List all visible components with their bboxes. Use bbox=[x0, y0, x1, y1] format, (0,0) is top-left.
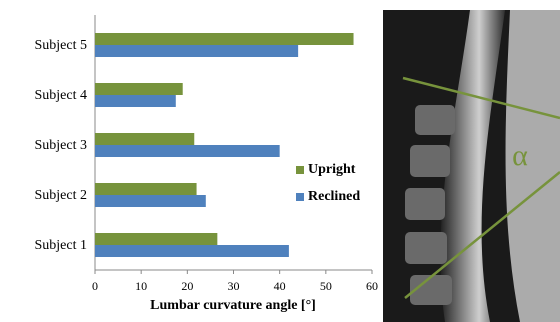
bar bbox=[95, 83, 183, 95]
mri-image: α bbox=[383, 10, 560, 322]
bar bbox=[95, 45, 298, 57]
y-tick-label: Subject 4 bbox=[35, 88, 88, 103]
bar bbox=[95, 183, 197, 195]
legend-label: Reclined bbox=[308, 189, 360, 204]
bar bbox=[95, 233, 217, 245]
bar bbox=[95, 95, 176, 107]
x-tick-label: 50 bbox=[320, 279, 332, 293]
x-tick-label: 60 bbox=[366, 279, 378, 293]
bar bbox=[95, 133, 194, 145]
angle-label: α bbox=[512, 139, 528, 172]
legend-label: Upright bbox=[308, 162, 356, 177]
x-axis-label: Lumbar curvature angle [°] bbox=[150, 298, 316, 313]
bar bbox=[95, 245, 289, 257]
figure: α Lumbar curvature angle [°] 0 10 20 30 40 50… bbox=[0, 0, 560, 322]
x-tick-label: 10 bbox=[135, 279, 147, 293]
y-tick-label: Subject 2 bbox=[35, 188, 88, 203]
bar bbox=[95, 195, 206, 207]
y-tick-label: Subject 3 bbox=[35, 138, 88, 153]
y-tick-label: Subject 5 bbox=[35, 38, 88, 53]
x-tick-label: 0 bbox=[92, 279, 98, 293]
legend-swatch bbox=[296, 166, 304, 174]
x-tick-label: 20 bbox=[181, 279, 193, 293]
legend-swatch bbox=[296, 193, 304, 201]
y-tick-label: Subject 1 bbox=[35, 238, 88, 253]
bar bbox=[95, 145, 280, 157]
x-tick-label: 40 bbox=[274, 279, 286, 293]
bar bbox=[95, 33, 354, 45]
x-tick-label: 30 bbox=[228, 279, 240, 293]
